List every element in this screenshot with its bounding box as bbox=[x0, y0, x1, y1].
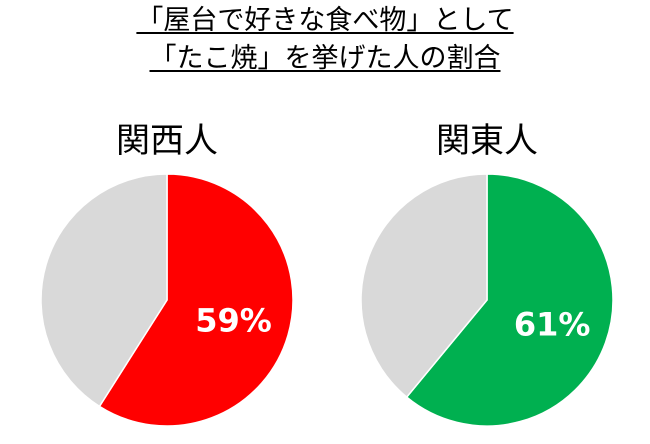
pie-slice bbox=[360, 173, 488, 399]
pie-title: 関東人 bbox=[436, 121, 538, 161]
slice-data-label: 59% bbox=[195, 301, 272, 339]
title-text-2: 「たこ焼」を挙げた人の割合 bbox=[149, 43, 501, 74]
chart-title-line-2: 「たこ焼」を挙げた人の割合 bbox=[0, 42, 650, 76]
title-text-1: 「屋台で好きな食べ物」として bbox=[136, 5, 514, 36]
pie-slice bbox=[98, 173, 294, 427]
chart-title-line-1: 「屋台で好きな食べ物」として bbox=[0, 4, 650, 38]
slice-data-label: 61% bbox=[514, 305, 591, 343]
pie-slice bbox=[405, 173, 614, 427]
pie-title: 関西人 bbox=[116, 121, 218, 161]
pie-slice bbox=[40, 173, 168, 408]
